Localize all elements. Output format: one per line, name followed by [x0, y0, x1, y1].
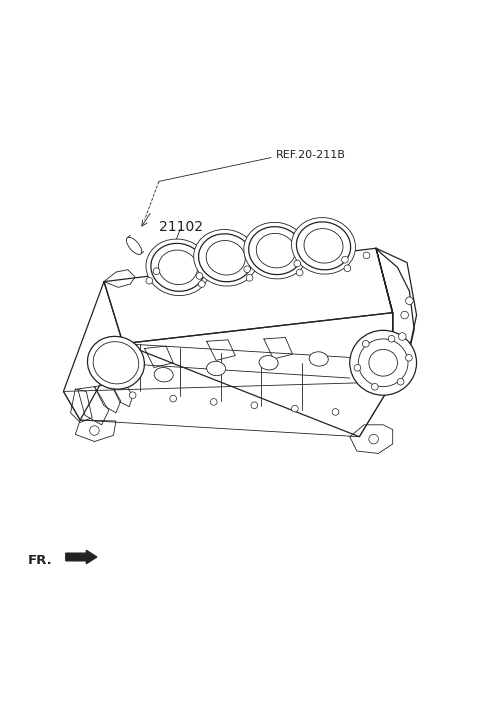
Circle shape — [401, 311, 408, 319]
Ellipse shape — [369, 349, 397, 376]
Circle shape — [406, 297, 413, 304]
Circle shape — [342, 256, 348, 263]
Ellipse shape — [93, 342, 139, 384]
Circle shape — [129, 392, 136, 399]
Ellipse shape — [350, 330, 417, 395]
Ellipse shape — [206, 241, 245, 275]
Circle shape — [354, 364, 361, 371]
Circle shape — [244, 266, 251, 273]
Ellipse shape — [158, 250, 197, 284]
Ellipse shape — [244, 223, 308, 279]
Circle shape — [372, 383, 378, 390]
Circle shape — [199, 281, 205, 287]
Ellipse shape — [309, 352, 328, 366]
Circle shape — [90, 426, 99, 435]
Ellipse shape — [206, 362, 226, 376]
Circle shape — [296, 269, 303, 276]
Text: FR.: FR. — [28, 554, 52, 567]
Circle shape — [251, 402, 258, 409]
Circle shape — [146, 277, 153, 284]
Ellipse shape — [297, 222, 350, 270]
Text: 21102: 21102 — [159, 220, 203, 233]
Text: REF.20-211B: REF.20-211B — [276, 150, 346, 160]
Ellipse shape — [126, 237, 142, 254]
Circle shape — [344, 265, 351, 271]
Ellipse shape — [194, 230, 258, 286]
Ellipse shape — [249, 227, 303, 275]
Circle shape — [153, 268, 160, 274]
Circle shape — [397, 378, 404, 385]
Circle shape — [362, 341, 369, 347]
Ellipse shape — [256, 233, 295, 268]
Circle shape — [291, 405, 298, 412]
Circle shape — [170, 395, 177, 402]
Ellipse shape — [291, 218, 356, 274]
Circle shape — [246, 274, 253, 281]
Ellipse shape — [154, 367, 173, 382]
Circle shape — [369, 435, 378, 444]
Ellipse shape — [259, 356, 278, 370]
Circle shape — [398, 333, 406, 340]
Circle shape — [196, 273, 203, 279]
Circle shape — [294, 260, 300, 267]
Circle shape — [406, 354, 412, 361]
Circle shape — [363, 252, 370, 258]
FancyArrow shape — [66, 551, 97, 563]
Circle shape — [332, 409, 339, 415]
Ellipse shape — [87, 337, 144, 390]
Ellipse shape — [146, 239, 210, 296]
Ellipse shape — [151, 243, 205, 291]
Ellipse shape — [359, 339, 408, 387]
Ellipse shape — [199, 234, 253, 282]
Circle shape — [210, 399, 217, 405]
Ellipse shape — [304, 228, 343, 263]
Circle shape — [388, 336, 395, 342]
